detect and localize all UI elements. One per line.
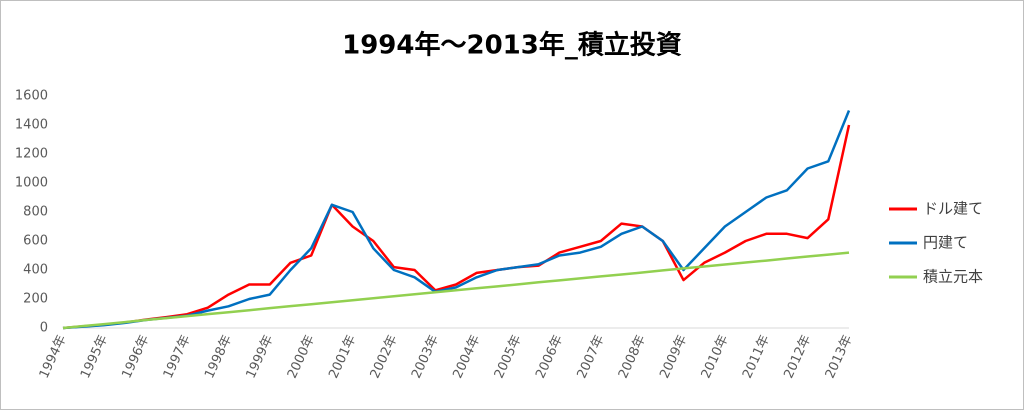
- x-tick-label: 1999年: [244, 333, 277, 381]
- y-tick-label: 1200: [15, 147, 48, 162]
- x-tick-label: 2005年: [492, 333, 525, 381]
- y-tick-label: 1000: [15, 176, 48, 191]
- series-line: [62, 124, 851, 330]
- x-tick-label: 2002年: [368, 333, 401, 381]
- x-tick-label: 1994年: [37, 333, 70, 381]
- y-tick-label: 0: [40, 321, 48, 336]
- x-tick-label: 2004年: [450, 333, 483, 381]
- x-tick-label: 2010年: [699, 333, 732, 381]
- legend-label: 積立元本: [923, 268, 983, 286]
- x-tick-label: 2012年: [781, 333, 814, 381]
- x-tick-label: 2000年: [285, 333, 318, 381]
- x-tick-label: 2007年: [575, 333, 608, 381]
- x-tick-label: 2013年: [823, 333, 856, 381]
- x-tick-label: 1998年: [202, 333, 235, 381]
- x-tick-label: 2003年: [409, 333, 442, 381]
- chart-title: 1994年～2013年_積立投資: [342, 30, 682, 61]
- legend-label: 円建て: [923, 234, 968, 252]
- y-tick-label: 1600: [15, 89, 48, 104]
- y-tick-label: 200: [23, 292, 48, 307]
- series-line: [62, 251, 850, 330]
- x-tick-label: 1997年: [161, 333, 194, 381]
- x-tick-label: 1996年: [119, 333, 152, 381]
- x-tick-label: 2009年: [657, 333, 690, 381]
- legend-label: ドル建て: [923, 200, 983, 218]
- y-tick-label: 1400: [15, 118, 48, 133]
- y-tick-label: 800: [23, 205, 48, 220]
- y-tick-label: 400: [23, 263, 48, 278]
- x-tick-label: 2011年: [740, 333, 773, 381]
- x-tick-label: 2006年: [533, 333, 566, 381]
- x-tick-label: 1995年: [78, 333, 111, 381]
- x-tick-label: 2008年: [616, 333, 649, 381]
- x-tick-label: 2001年: [326, 333, 359, 381]
- y-tick-label: 600: [23, 234, 48, 249]
- series-line: [62, 110, 851, 330]
